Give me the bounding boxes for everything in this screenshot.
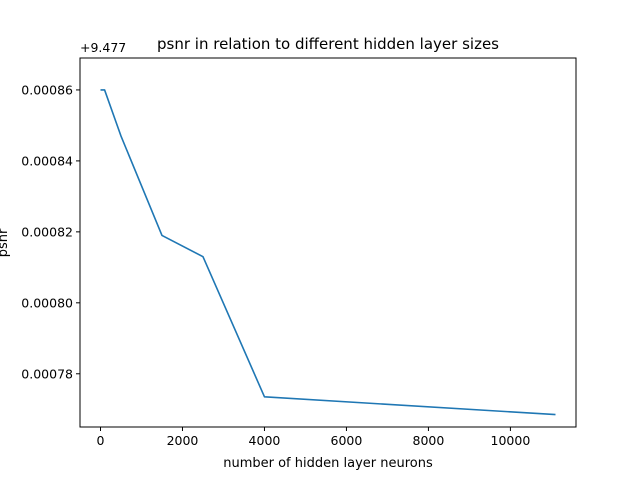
x-tick-label: 2000 — [167, 433, 199, 448]
x-tick-label: 8000 — [413, 433, 445, 448]
y-axis-label: psnr — [0, 228, 11, 257]
plot-background — [80, 58, 576, 427]
y-ticks: 0.00078 0.00080 0.00082 0.00084 0.00086 — [21, 82, 80, 381]
y-tick-label: 0.00082 — [21, 224, 73, 239]
x-tick-label: 0 — [97, 433, 105, 448]
y-tick-label: 0.00080 — [21, 295, 73, 310]
y-offset-label: +9.477 — [80, 40, 126, 55]
series-layer — [100, 89, 556, 416]
y-tick-label: 0.00084 — [21, 153, 73, 168]
series-line — [100, 89, 556, 416]
y-tick-label: 0.00086 — [21, 82, 73, 97]
y-tick-label: 0.00078 — [21, 366, 73, 381]
x-tick-label: 10000 — [491, 433, 531, 448]
x-axis-label: number of hidden layer neurons — [223, 456, 433, 471]
x-tick-label: 6000 — [331, 433, 363, 448]
x-ticks: 0 2000 4000 6000 8000 10000 — [97, 427, 531, 448]
x-tick-label: 4000 — [249, 433, 281, 448]
chart-title: psnr in relation to different hidden lay… — [157, 35, 499, 53]
plot-frame — [79, 57, 577, 428]
